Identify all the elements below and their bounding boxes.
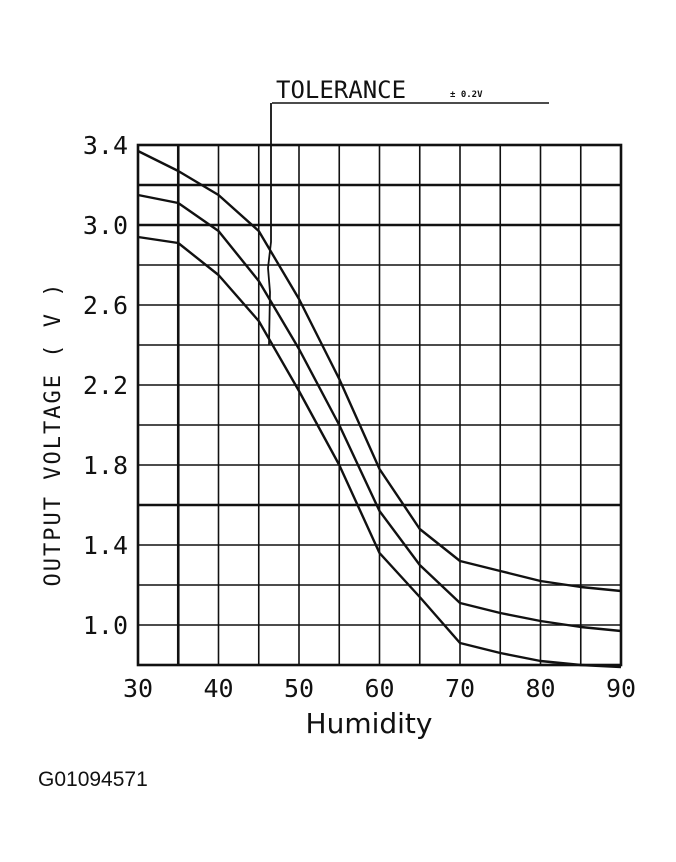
tolerance-leader-vertical bbox=[267, 103, 272, 346]
x-tick-label: 40 bbox=[203, 674, 233, 703]
axes: 3.4 3.0 2.6 2.2 1.8 1.4 1.0 30 40 50 60 70 80 90 bbox=[83, 131, 636, 703]
y-tick-label: 1.8 bbox=[83, 451, 128, 480]
y-tick-label: 3.4 bbox=[83, 131, 128, 160]
y-tick-label: 2.6 bbox=[83, 291, 128, 320]
series-line-3 bbox=[137, 235, 622, 669]
x-tick-label: 70 bbox=[445, 674, 475, 703]
series-line-2 bbox=[137, 193, 622, 633]
y-tick-label: 1.0 bbox=[83, 611, 128, 640]
grid bbox=[137, 144, 622, 666]
labels: Humidity OUTPUT VOLTAGE ( V ) G01094571 bbox=[38, 282, 432, 791]
x-tick-label: 30 bbox=[123, 674, 153, 703]
y-tick-label: 2.2 bbox=[83, 371, 128, 400]
tolerance-label: TOLERANCE bbox=[276, 76, 406, 104]
x-tick-label: 60 bbox=[364, 674, 394, 703]
y-tick-label: 1.4 bbox=[83, 531, 128, 560]
tolerance-value: ± 0.2V bbox=[450, 90, 483, 100]
series-line-1 bbox=[137, 149, 622, 593]
y-tick-label: 3.0 bbox=[83, 211, 128, 240]
figure-id: G01094571 bbox=[38, 768, 148, 791]
x-tick-label: 50 bbox=[284, 674, 314, 703]
x-tick-label: 90 bbox=[606, 674, 636, 703]
plot-frame bbox=[136, 143, 623, 667]
x-tick-label: 80 bbox=[525, 674, 555, 703]
y-axis-label: OUTPUT VOLTAGE ( V ) bbox=[41, 282, 66, 587]
x-axis-label: Humidity bbox=[306, 707, 433, 740]
tolerance-annotation: TOLERANCE ± 0.2V bbox=[267, 76, 549, 346]
series-group bbox=[137, 149, 622, 669]
